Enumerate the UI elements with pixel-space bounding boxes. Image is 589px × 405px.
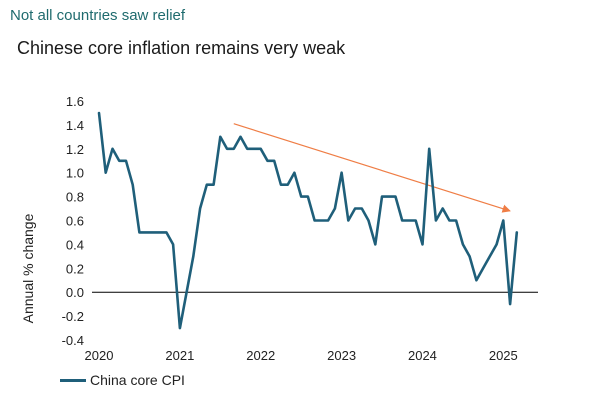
y-tick-label: -0.2: [62, 309, 84, 324]
x-tick-label: 2025: [489, 348, 518, 363]
y-tick-label: 1.2: [66, 142, 84, 157]
x-tick-label: 2021: [165, 348, 194, 363]
y-axis-label: Annual % change: [20, 213, 36, 323]
y-tick-label: -0.4: [62, 333, 84, 348]
y-tick-label: 0.4: [66, 237, 84, 252]
x-tick-label: 2024: [408, 348, 437, 363]
series-line-china-core-cpi: [97, 111, 519, 330]
y-tick-label: 1.4: [66, 118, 84, 133]
x-tick-label: 2022: [246, 348, 275, 363]
y-tick-label: 0.2: [66, 261, 84, 276]
x-tick-label: 2023: [327, 348, 356, 363]
y-tick-label: 0.0: [66, 285, 84, 300]
chart-title: Chinese core inflation remains very weak: [17, 38, 346, 58]
y-tick-label: 1.6: [66, 94, 84, 109]
legend-swatch: [60, 378, 86, 382]
y-tick-label: 1.0: [66, 166, 84, 181]
x-tick-label: 2020: [85, 348, 114, 363]
legend-label: China core CPI: [90, 372, 185, 388]
trend-arrow: [233, 123, 511, 213]
legend: China core CPI: [60, 372, 185, 388]
chart-eyebrow: Not all countries saw relief: [10, 7, 186, 24]
y-tick-label: 0.8: [66, 190, 84, 205]
y-tick-label: 0.6: [66, 214, 84, 229]
